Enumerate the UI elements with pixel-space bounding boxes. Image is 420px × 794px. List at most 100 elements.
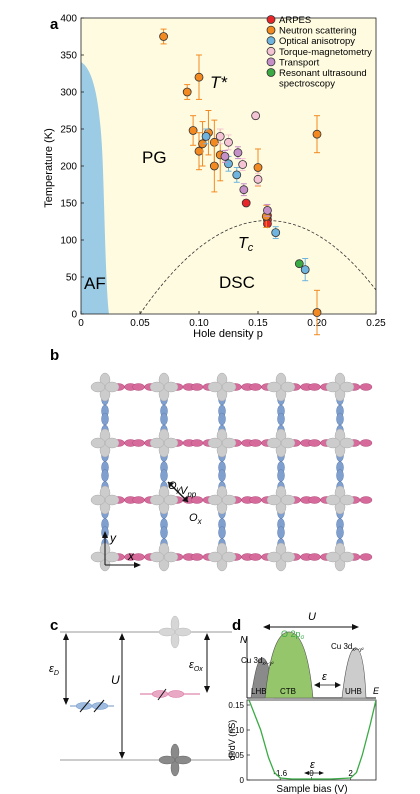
- tstar-label: T*: [210, 73, 228, 92]
- x-tick-label: 0: [78, 318, 84, 329]
- cuo2-lattice: [90, 372, 373, 572]
- x-tick-label: 0.25: [366, 318, 386, 329]
- data-point: [159, 32, 169, 41]
- region-pg-label: PG: [142, 148, 167, 167]
- x-axis-label: Hole density p: [193, 328, 263, 340]
- cu-right-label: Cu 3dx²−y²: [331, 642, 364, 653]
- cu-orbital: [149, 485, 179, 515]
- data-point: [239, 185, 249, 195]
- legend-marker: [266, 68, 276, 77]
- n-label: N: [240, 635, 248, 646]
- y-tick-label: 350: [60, 51, 77, 62]
- axis-y-label: y: [109, 531, 117, 545]
- eps-label-d: ε: [322, 671, 327, 683]
- didv-x-label: Sample bias (V): [276, 784, 347, 794]
- didv-y-label: dI/dV (nS): [227, 720, 237, 761]
- cu-left-label: Cu 3dx²−y²: [241, 656, 274, 667]
- dx2y2-orbital-bottom: [158, 743, 192, 777]
- legend-entry: Torque-magnetometry: [279, 47, 372, 58]
- data-point: [241, 198, 251, 208]
- lhb-label: LHB: [251, 687, 267, 696]
- didv-x-tick-label: 2: [348, 769, 353, 778]
- data-point: [238, 160, 248, 169]
- data-point: [233, 148, 243, 158]
- cu-orbital: [149, 372, 179, 402]
- legend-entry: spectroscopy: [279, 79, 335, 90]
- data-point: [263, 219, 272, 229]
- y-axis-ticks: 0 50 100 150 200 250 300 350 400: [60, 14, 84, 321]
- panel-a-chart: 0 50 100 150 200 250 300 350 400 0 0.05 0.10 0.15 0.…: [43, 14, 386, 341]
- data-points: [159, 28, 322, 336]
- cu-orbital: [90, 485, 120, 515]
- data-point: [300, 265, 310, 275]
- vpp-label: Vpp: [180, 485, 197, 499]
- legend-entry: ARPES: [279, 15, 311, 26]
- panel-label-d: d: [232, 617, 241, 634]
- dx2y2-orbital-top: [158, 615, 192, 649]
- cu-orbital: [325, 542, 355, 572]
- ctb-band: [264, 631, 314, 699]
- data-point: [251, 111, 261, 121]
- y-tick-label: 200: [60, 162, 77, 173]
- y-tick-label: 150: [60, 199, 77, 210]
- cu-orbital: [90, 428, 120, 458]
- y-tick-label: 300: [60, 88, 77, 99]
- cu-orbital: [149, 542, 179, 572]
- data-point: [194, 146, 204, 156]
- didv-y-tick-label: 0: [240, 776, 245, 785]
- data-point: [253, 174, 263, 184]
- legend-entry: Optical anisotropy: [279, 36, 355, 47]
- legend-marker: [266, 36, 276, 46]
- y-tick-label: 50: [66, 273, 78, 284]
- legend-marker: [266, 15, 276, 24]
- data-point: [312, 308, 322, 317]
- legend-entry: Transport: [279, 57, 320, 68]
- didv-x-tick-label: 0: [309, 769, 314, 778]
- data-point: [215, 131, 225, 141]
- data-point: [220, 151, 230, 161]
- didv-curve: [248, 700, 376, 780]
- didv-y-tick-label: 0.05: [228, 751, 244, 760]
- data-point: [209, 161, 219, 171]
- data-point: [201, 131, 211, 141]
- legend-entry: Neutron scattering: [279, 26, 357, 37]
- data-point: [263, 205, 272, 215]
- data-point: [294, 259, 304, 269]
- cu-orbital: [90, 372, 120, 402]
- cu-orbital: [266, 542, 296, 572]
- cu-orbital: [207, 542, 237, 572]
- cu-orbital: [266, 428, 296, 458]
- ctb-label: CTB: [280, 687, 296, 696]
- cu-orbital: [149, 428, 179, 458]
- axis-x-label: x: [127, 549, 135, 563]
- data-point: [232, 170, 242, 180]
- didv-x-tick-label: -1.6: [273, 769, 287, 778]
- cu-orbital: [207, 372, 237, 402]
- data-point: [194, 72, 204, 82]
- region-af-label: AF: [84, 274, 106, 293]
- eps-d-label: εD: [49, 663, 59, 677]
- oy-orbital: [75, 699, 109, 713]
- dsc-dome: [139, 220, 376, 314]
- cu-orbital: [266, 372, 296, 402]
- cu-orbital: [325, 485, 355, 515]
- legend-marker: [266, 57, 276, 67]
- data-point: [312, 129, 322, 139]
- legend-marker: [266, 46, 276, 56]
- y-tick-label: 250: [60, 125, 77, 136]
- didv-chart: 0 0.05 0.10 0.15 -1.6 0 2 ε dI/dV (nS) Sample…: [227, 699, 377, 794]
- uhb-band: [341, 647, 367, 699]
- y-tick-label: 100: [60, 236, 77, 247]
- data-point: [224, 137, 233, 147]
- data-point: [182, 87, 192, 97]
- af-region: [81, 62, 109, 314]
- didv-y-ticks: 0 0.05 0.10 0.15: [228, 701, 250, 785]
- region-dsc-label: DSC: [219, 273, 255, 292]
- ox-label: Ox: [189, 512, 203, 526]
- panel-label-a: a: [50, 16, 59, 33]
- u-label-c: U: [111, 673, 120, 687]
- x-tick-label: 0.15: [248, 318, 268, 329]
- didv-y-tick-label: 0.10: [228, 726, 244, 735]
- x-tick-label: 0.10: [189, 318, 209, 329]
